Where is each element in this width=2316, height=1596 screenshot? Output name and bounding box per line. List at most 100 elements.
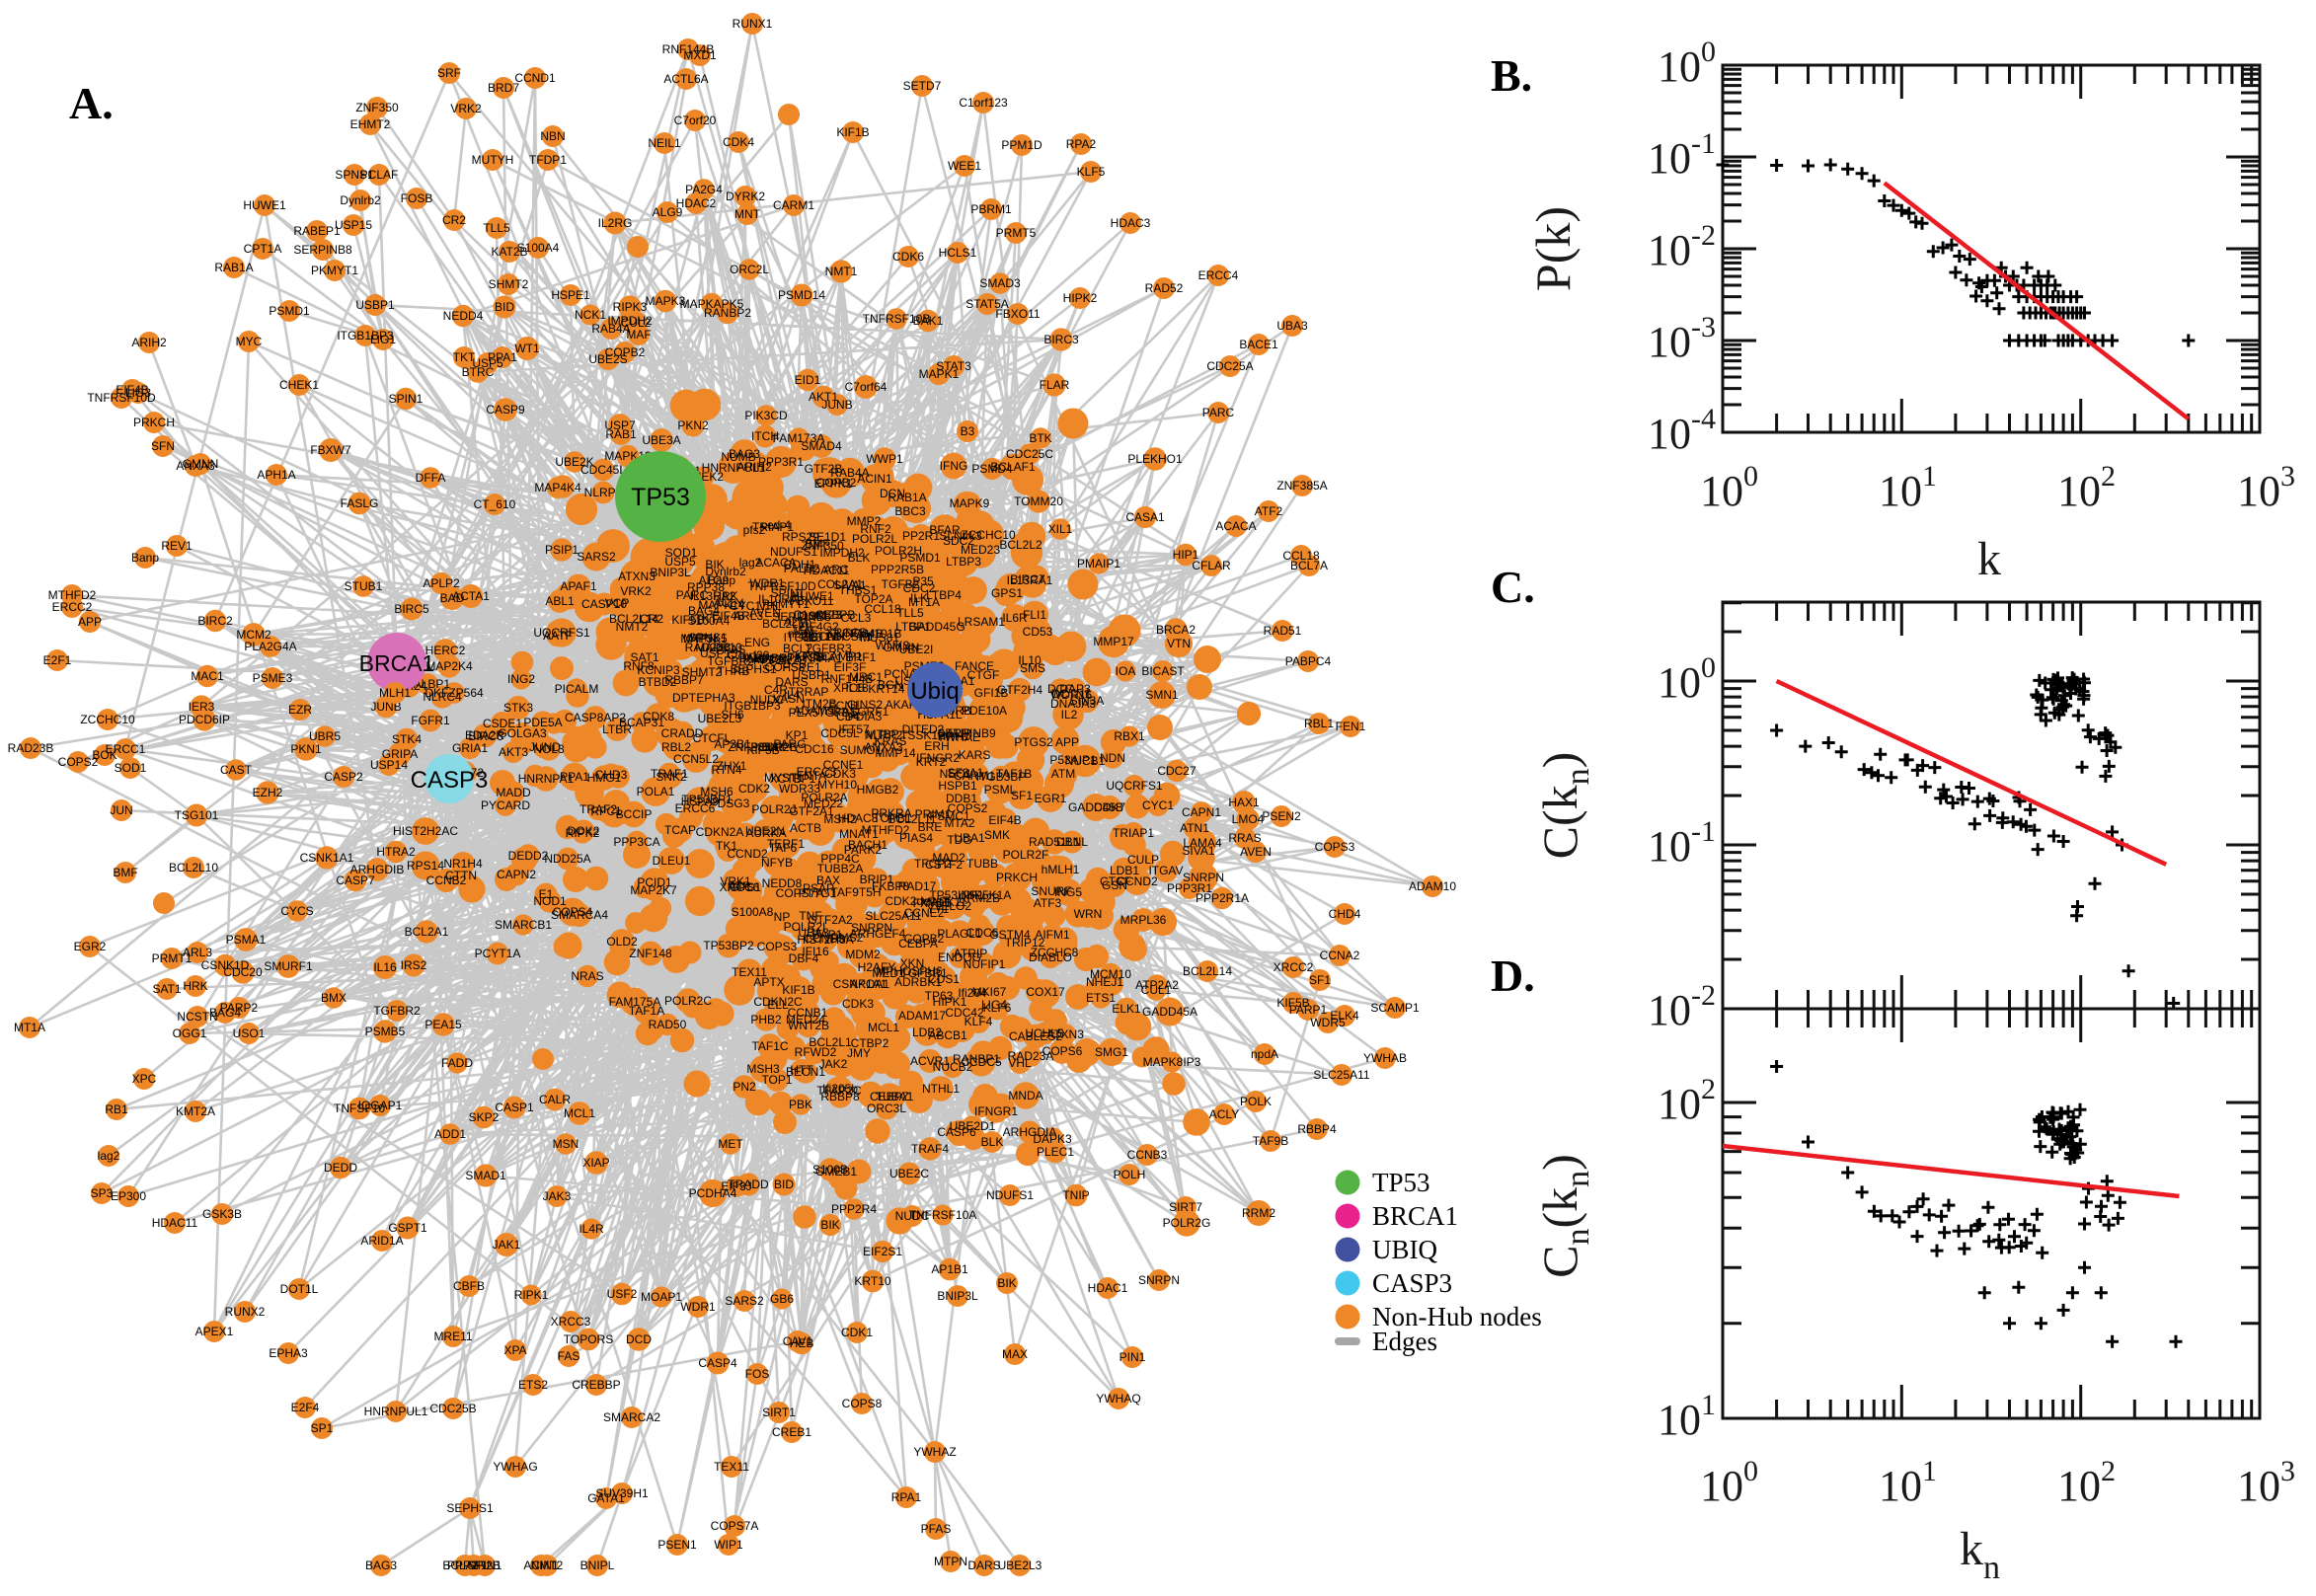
svg-text:HTT: HTT [790, 1063, 813, 1077]
svg-text:BNIP3L: BNIP3L [937, 1289, 978, 1303]
svg-text:TRADD: TRADD [728, 1178, 769, 1191]
svg-text:SP1: SP1 [311, 1421, 334, 1435]
svg-text:HAX1: HAX1 [1228, 796, 1260, 809]
svg-text:BMF: BMF [113, 866, 137, 879]
svg-text:ITGB1BP3: ITGB1BP3 [337, 329, 394, 342]
svg-text:NRAS: NRAS [571, 969, 603, 983]
svg-text:CCL18: CCL18 [1282, 549, 1320, 563]
svg-text:USP14: USP14 [370, 758, 408, 772]
svg-text:IL4R: IL4R [579, 1222, 604, 1236]
svg-text:XPO5: XPO5 [833, 681, 865, 695]
svg-text:DAP3: DAP3 [1059, 682, 1091, 696]
svg-text:DAPK3: DAPK3 [1033, 1132, 1072, 1146]
svg-text:RANBP1: RANBP1 [953, 1052, 1000, 1066]
svg-text:PKN1: PKN1 [290, 742, 322, 756]
svg-text:PABPC4: PABPC4 [1285, 654, 1332, 668]
svg-text:IFNGR2: IFNGR2 [916, 751, 960, 765]
svg-text:SKP2: SKP2 [469, 1110, 500, 1124]
svg-text:STK3: STK3 [503, 701, 533, 715]
svg-text:PSEN2: PSEN2 [1262, 809, 1301, 823]
svg-text:SEPHS1: SEPHS1 [446, 1501, 494, 1515]
svg-text:PSME3: PSME3 [253, 671, 293, 685]
svg-text:BCL2L11: BCL2L11 [888, 812, 936, 826]
svg-text:MOAP1: MOAP1 [641, 1290, 682, 1304]
svg-text:AIFM1: AIFM1 [1035, 928, 1070, 942]
svg-text:SMURF1: SMURF1 [264, 959, 313, 973]
svg-text:CDKN2A: CDKN2A [696, 825, 744, 839]
svg-text:B3: B3 [961, 424, 975, 438]
svg-text:JAK1: JAK1 [493, 1238, 521, 1252]
svg-text:SLC25A11: SLC25A11 [1313, 1068, 1369, 1082]
svg-text:C1orf123: C1orf123 [959, 96, 1008, 110]
svg-text:USBP1: USBP1 [355, 298, 395, 312]
svg-text:AVEN: AVEN [1240, 845, 1272, 859]
svg-text:BICAST: BICAST [1141, 664, 1185, 678]
svg-text:LTBR: LTBR [602, 722, 632, 736]
svg-text:ARC: ARC [823, 563, 849, 576]
svg-text:PP2R1: PP2R1 [902, 529, 940, 543]
svg-text:BAK1: BAK1 [913, 314, 944, 328]
svg-text:YWHAG: YWHAG [493, 1460, 537, 1474]
svg-text:PDE5A: PDE5A [523, 716, 562, 729]
svg-text:ARHGDIB: ARHGDIB [350, 863, 405, 876]
svg-text:MNT: MNT [734, 207, 761, 221]
svg-text:RPA1: RPA1 [891, 1490, 922, 1504]
svg-text:RRAS: RRAS [1228, 831, 1261, 845]
svg-text:S100A8: S100A8 [732, 905, 774, 919]
svg-text:RPA2: RPA2 [1066, 137, 1097, 151]
svg-text:APTX: APTX [753, 975, 784, 989]
svg-text:OLD2: OLD2 [606, 935, 638, 949]
svg-text:SIRT7: SIRT7 [1169, 1200, 1202, 1214]
svg-text:SMAD1: SMAD1 [465, 1169, 506, 1182]
svg-text:BLK: BLK [848, 551, 871, 565]
svg-text:UBE2N: UBE2N [745, 824, 785, 838]
svg-text:MRE11: MRE11 [433, 1330, 472, 1343]
svg-text:FASLG: FASLG [341, 496, 379, 510]
svg-text:BIRC5: BIRC5 [394, 602, 429, 616]
svg-text:DEDD: DEDD [324, 1161, 357, 1175]
svg-text:ADAM17: ADAM17 [898, 1009, 946, 1023]
svg-text:LDB2: LDB2 [912, 1026, 942, 1039]
svg-text:BNIPL: BNIPL [580, 1558, 615, 1572]
svg-text:TRAF1: TRAF1 [651, 767, 688, 781]
svg-text:PKN2: PKN2 [677, 418, 709, 432]
svg-text:THRB: THRB [718, 664, 750, 678]
svg-text:XIAP: XIAP [582, 1156, 609, 1170]
svg-text:NEIL1: NEIL1 [648, 136, 681, 150]
svg-text:STUB1: STUB1 [345, 579, 383, 593]
svg-text:CHD4: CHD4 [1329, 907, 1361, 921]
svg-text:TSG101: TSG101 [175, 808, 219, 822]
svg-text:PPP3CA: PPP3CA [613, 835, 659, 849]
svg-text:HUWE1: HUWE1 [243, 198, 286, 212]
svg-text:TNFSF10: TNFSF10 [334, 1102, 385, 1115]
svg-text:YY1: YY1 [927, 902, 950, 916]
svg-text:CCNE1: CCNE1 [823, 758, 864, 772]
svg-text:POLR2G: POLR2G [1163, 1216, 1211, 1230]
svg-text:ING2: ING2 [507, 672, 535, 686]
svg-text:HCLS1: HCLS1 [939, 246, 977, 260]
svg-text:MED23: MED23 [961, 543, 1000, 557]
svg-text:SH6: SH6 [721, 708, 744, 722]
svg-text:APP: APP [78, 615, 102, 629]
svg-text:CASP3: CASP3 [411, 767, 489, 794]
svg-text:RIPK1: RIPK1 [514, 1288, 549, 1302]
svg-text:PA2G4: PA2G4 [685, 183, 723, 196]
svg-text:MKI67: MKI67 [972, 985, 1007, 999]
svg-text:BID: BID [495, 300, 514, 314]
svg-text:ABL1: ABL1 [545, 594, 575, 608]
svg-text:CSNK1A1: CSNK1A1 [300, 851, 354, 865]
svg-text:PN2: PN2 [733, 1080, 756, 1094]
svg-text:BMX: BMX [321, 991, 347, 1005]
svg-text:CSNK1A1: CSNK1A1 [833, 977, 888, 991]
svg-text:CYCS: CYCS [280, 904, 313, 918]
svg-text:PYCARD: PYCARD [481, 798, 530, 812]
svg-text:KIF5B: KIF5B [746, 743, 779, 757]
svg-text:CTTN: CTTN [445, 869, 477, 882]
svg-text:PARC: PARC [1202, 406, 1235, 419]
svg-text:POLH: POLH [1114, 1168, 1146, 1181]
svg-text:GTF2B: GTF2B [805, 462, 843, 476]
svg-text:PKMYT1: PKMYT1 [311, 264, 358, 277]
svg-text:PPA1: PPA1 [488, 350, 517, 364]
svg-text:APLP2: APLP2 [423, 576, 460, 590]
svg-text:CASP2: CASP2 [324, 770, 363, 784]
